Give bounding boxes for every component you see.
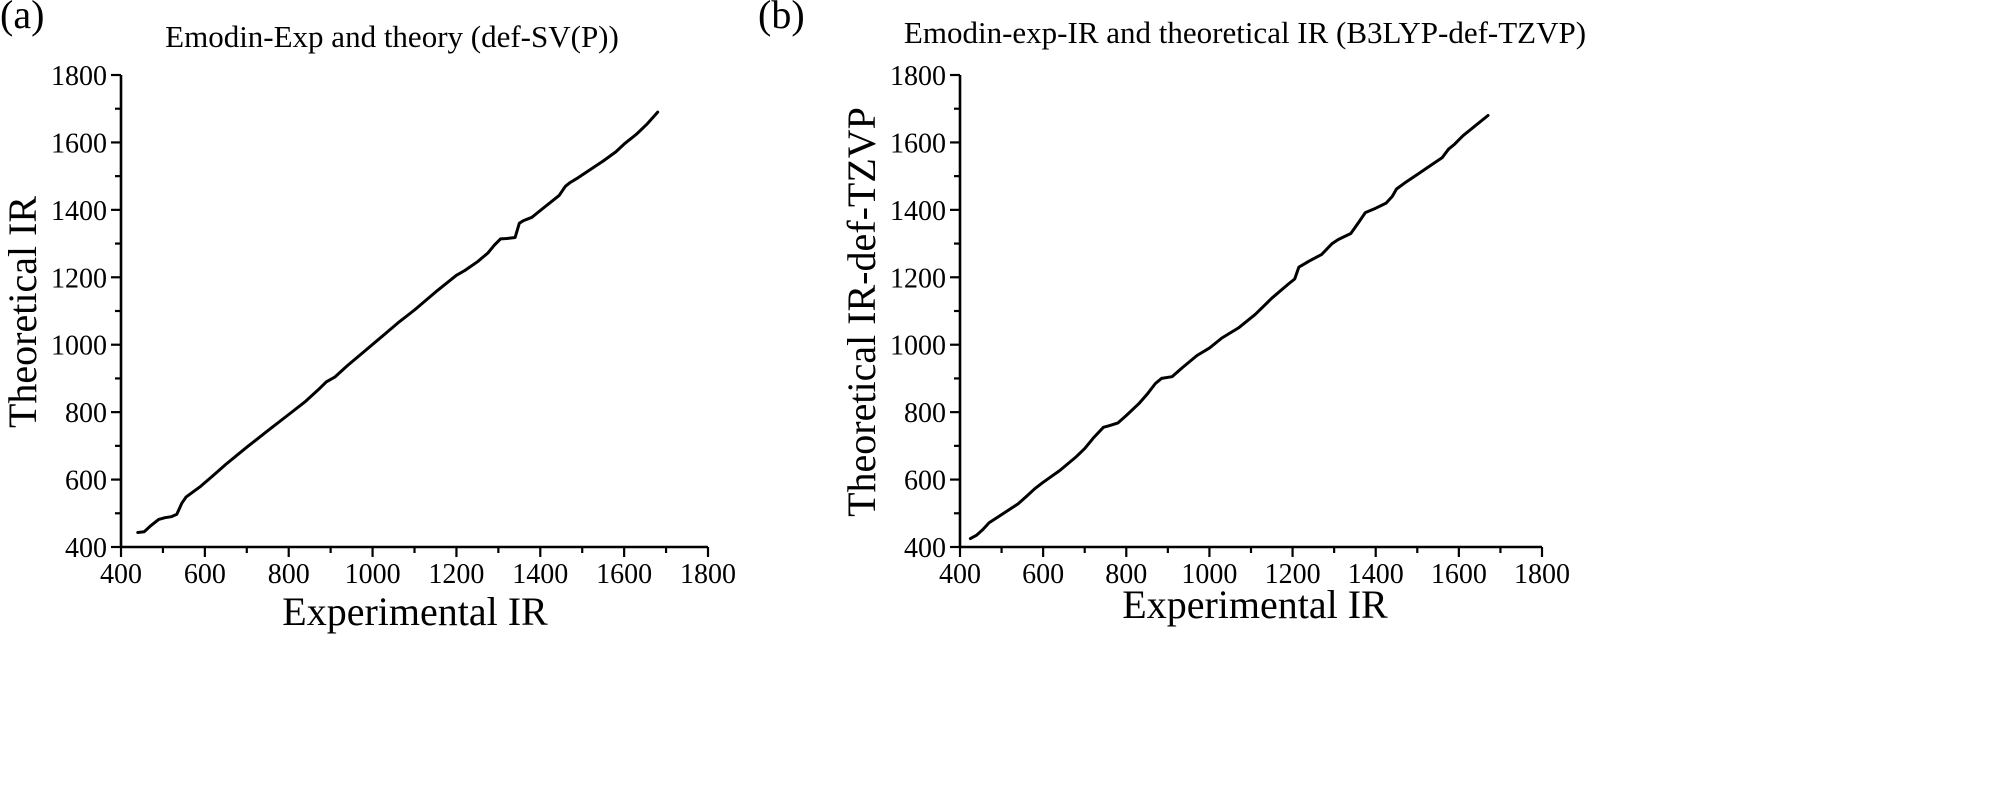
y-tick-label: 600 [65,466,107,497]
x-tick-label: 1800 [680,559,736,590]
y-axis-label: Theoretical IR-def-TZVP [839,107,884,517]
y-tick-label: 1400 [51,196,107,227]
panel-a: (a) Emodin-Exp and theory (def-SV(P)) 400 6… [0,0,736,634]
x-tick-label: 400 [939,559,981,590]
y-tick-label: 1600 [890,128,946,159]
y-tick-label: 1800 [890,61,946,92]
x-tick-label: 800 [268,559,310,590]
x-tick-label: 1800 [1514,559,1570,590]
x-axis-label: Experimental IR [1122,582,1388,627]
x-tick-label: 1400 [512,559,568,590]
x-tick-label: 1400 [1348,559,1404,590]
panel-label: (a) [0,0,44,37]
x-tick-label: 1200 [1265,559,1321,590]
y-tick-label: 600 [904,466,946,497]
y-tick-label: 800 [65,398,107,429]
y-tick-label: 1800 [51,61,107,92]
panel-b: (b) Emodin-exp-IR and theoretical IR (B3L… [758,0,1586,627]
y-tick-label: 1400 [890,196,946,227]
x-tick-label: 600 [1022,559,1064,590]
x-axis-label: Experimental IR [282,589,548,634]
y-axis-label: Theoretical IR [0,196,45,428]
chart-title: Emodin-Exp and theory (def-SV(P)) [165,19,619,54]
x-tick-label: 1000 [1181,559,1237,590]
chart-title: Emodin-exp-IR and theoretical IR (B3LYP-… [904,15,1586,50]
x-tick-label: 400 [100,559,142,590]
series-line [136,110,660,534]
y-tick-label: 1000 [51,331,107,362]
x-tick-label: 1600 [1431,559,1487,590]
y-tick-label: 1000 [890,331,946,362]
x-tick-label: 1000 [345,559,401,590]
panel-label: (b) [758,0,805,37]
x-tick-label: 600 [184,559,226,590]
y-tick-label: 400 [65,533,107,564]
y-tick-label: 1200 [51,263,107,294]
x-tick-label: 1600 [596,559,652,590]
series-line [968,114,1490,541]
x-tick-label: 800 [1105,559,1147,590]
y-tick-label: 1600 [51,128,107,159]
y-tick-label: 800 [904,398,946,429]
y-tick-label: 400 [904,533,946,564]
y-tick-label: 1200 [890,263,946,294]
x-tick-label: 1200 [428,559,484,590]
